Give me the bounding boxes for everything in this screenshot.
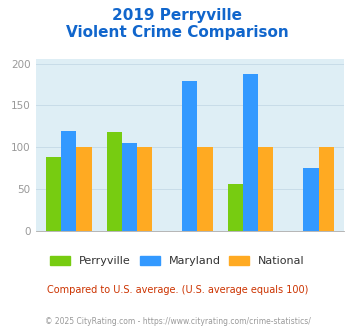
Bar bbox=[76, 147, 92, 231]
Bar bbox=[304, 168, 319, 231]
Bar bbox=[137, 147, 152, 231]
Bar bbox=[258, 147, 273, 231]
Bar bbox=[106, 132, 122, 231]
Text: © 2025 CityRating.com - https://www.cityrating.com/crime-statistics/: © 2025 CityRating.com - https://www.city… bbox=[45, 317, 310, 326]
Bar bbox=[61, 131, 76, 231]
Bar bbox=[182, 81, 197, 231]
Legend: Perryville, Maryland, National: Perryville, Maryland, National bbox=[46, 251, 309, 271]
Bar bbox=[319, 147, 334, 231]
Bar bbox=[243, 75, 258, 231]
Text: 2019 Perryville: 2019 Perryville bbox=[113, 8, 242, 23]
Text: Violent Crime Comparison: Violent Crime Comparison bbox=[66, 25, 289, 40]
Bar bbox=[228, 184, 243, 231]
Bar bbox=[197, 147, 213, 231]
Bar bbox=[46, 156, 61, 231]
Text: Compared to U.S. average. (U.S. average equals 100): Compared to U.S. average. (U.S. average … bbox=[47, 285, 308, 295]
Bar bbox=[122, 143, 137, 231]
